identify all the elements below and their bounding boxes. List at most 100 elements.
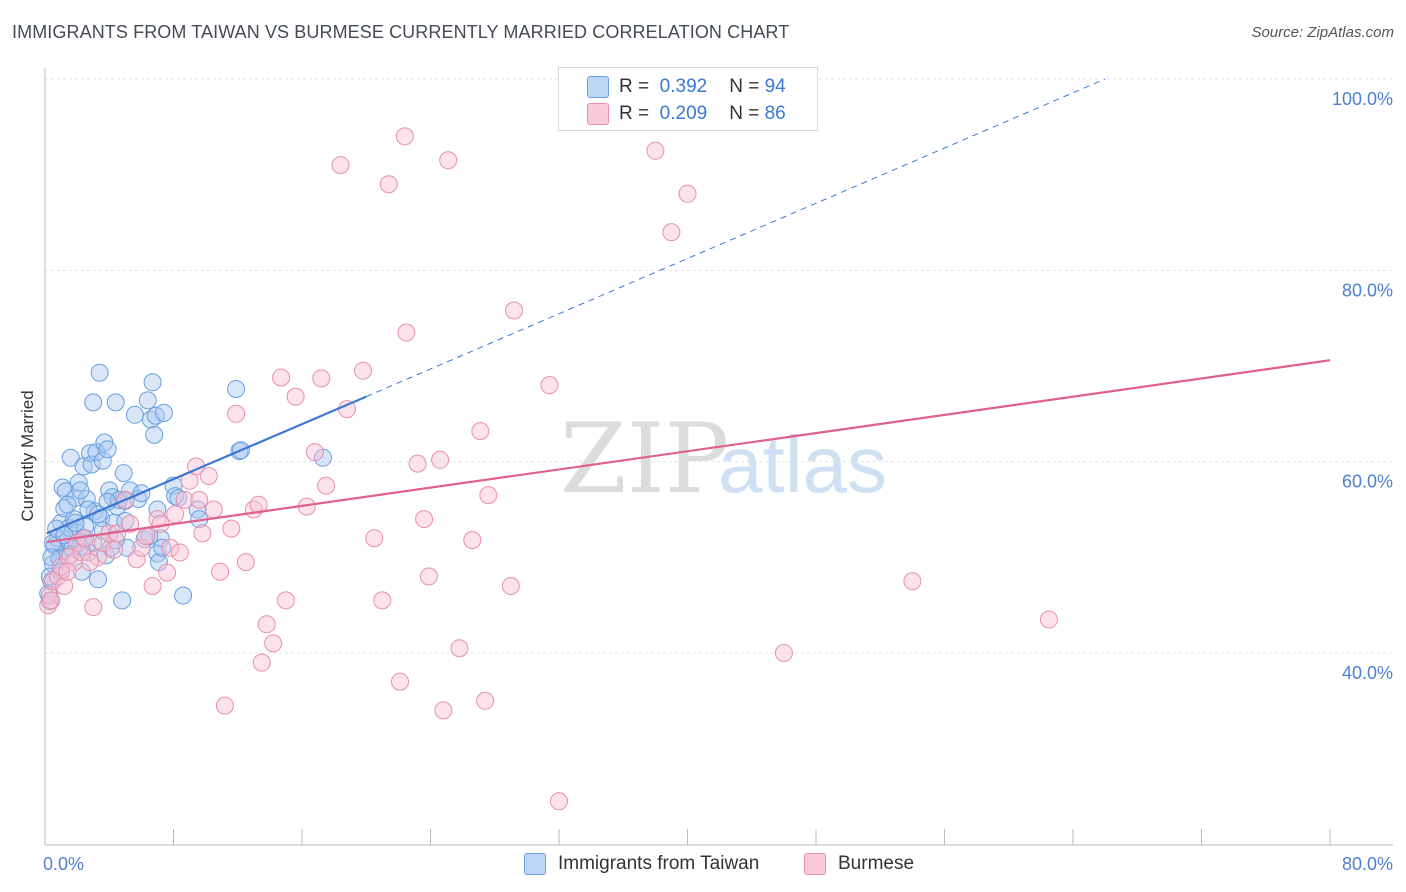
y-axis-label: Currently Married [18, 390, 37, 521]
point-burmese [540, 376, 559, 395]
point-burmese [305, 443, 324, 462]
trendline-taiwan [46, 395, 367, 535]
point-taiwan [166, 487, 185, 506]
y-tick-label-1: 80.0% [1342, 280, 1393, 300]
point-burmese [55, 577, 74, 595]
legend-n-label: N = [729, 76, 760, 97]
point-burmese [408, 454, 427, 473]
point-burmese [166, 505, 185, 524]
trendline-taiwan-extension [366, 78, 1106, 398]
bottom-legend-label-burmese: Burmese [838, 853, 915, 874]
point-burmese [774, 644, 793, 662]
point-burmese [236, 553, 255, 572]
point-taiwan [42, 548, 61, 567]
point-taiwan [61, 448, 80, 467]
point-burmese [505, 301, 523, 320]
point-burmese [161, 538, 180, 557]
point-burmese [419, 567, 438, 586]
point-burmese [211, 562, 230, 581]
point-burmese [257, 615, 276, 634]
point-burmese [365, 529, 384, 548]
point-burmese [48, 567, 67, 586]
point-burmese [264, 634, 283, 653]
point-taiwan [58, 495, 77, 514]
chart-title: IMMIGRANTS FROM TAIWAN VS BURMESE CURREN… [12, 22, 790, 42]
legend-r-label: R = [619, 76, 650, 97]
y-tick-labels: 100.0% 80.0% 60.0% 40.0% [1332, 89, 1393, 683]
point-burmese [158, 563, 177, 582]
point-burmese [249, 495, 268, 514]
point-burmese [276, 591, 295, 610]
watermark-atlas: atlas [718, 420, 887, 509]
point-burmese [646, 141, 665, 160]
point-burmese [903, 572, 922, 591]
point-taiwan [143, 373, 162, 392]
point-taiwan [93, 451, 112, 470]
point-burmese [431, 450, 450, 469]
point-burmese [204, 500, 223, 519]
bottom-legend-swatch-burmese [804, 853, 826, 875]
x-tick-label-min: 0.0% [43, 854, 84, 874]
bottom-legend-swatch-taiwan [524, 853, 546, 875]
point-taiwan [98, 440, 117, 459]
x-tick-label-max: 80.0% [1342, 854, 1393, 874]
legend-n-taiwan: 94 [764, 76, 786, 97]
point-burmese [58, 562, 77, 581]
point-burmese [215, 696, 234, 715]
point-burmese [121, 514, 140, 533]
point-burmese [127, 550, 146, 569]
point-taiwan [56, 482, 75, 501]
point-burmese [39, 596, 58, 615]
point-burmese [44, 572, 62, 591]
point-burmese [132, 538, 151, 557]
point-burmese [476, 691, 495, 710]
axes [44, 68, 1393, 846]
legend-r-taiwan: 0.392 [659, 76, 708, 97]
point-burmese [479, 486, 498, 505]
series-burmese-points [39, 127, 1058, 811]
watermark-zip: ZIP [560, 403, 729, 515]
legend-n-burmese: 86 [764, 103, 786, 124]
bottom-legend-burmese: Burmese [804, 850, 914, 878]
point-burmese [170, 543, 189, 562]
point-burmese [252, 653, 271, 672]
point-taiwan [154, 403, 173, 422]
point-taiwan [188, 500, 207, 519]
trendlines [46, 78, 1331, 544]
point-burmese [81, 553, 99, 572]
point-taiwan [106, 393, 125, 412]
point-burmese [439, 151, 458, 170]
legend: R = 0.392 N = 94 R = 0.209 N = 86 [558, 67, 818, 131]
point-burmese [397, 323, 416, 342]
point-taiwan [145, 425, 164, 444]
point-burmese [317, 476, 336, 495]
point-burmese [42, 591, 61, 610]
point-burmese [463, 531, 482, 550]
point-taiwan [148, 500, 167, 519]
point-taiwan [69, 473, 88, 492]
point-burmese [143, 577, 162, 595]
legend-swatch-taiwan [587, 76, 609, 98]
point-burmese [1039, 610, 1058, 629]
y-tick-label-2: 60.0% [1342, 472, 1393, 492]
point-burmese [379, 175, 398, 194]
source-label: Source: ZipAtlas.com [1251, 24, 1394, 41]
point-burmese [415, 510, 434, 529]
y-tick-label-0: 100.0% [1332, 89, 1393, 109]
point-burmese [391, 672, 409, 691]
point-burmese [222, 519, 241, 538]
legend-swatch-burmese [587, 103, 609, 125]
legend-r-label: R = [619, 103, 650, 124]
point-burmese [148, 510, 167, 529]
trendline-burmese [46, 359, 1331, 544]
point-taiwan [89, 570, 107, 589]
point-burmese [471, 422, 490, 441]
point-burmese [193, 524, 212, 543]
point-burmese [312, 369, 331, 388]
legend-row-burmese: R = 0.209 N = 86 [619, 102, 786, 126]
point-burmese [550, 792, 568, 811]
point-burmese [395, 127, 414, 146]
series-taiwan-points [39, 363, 332, 611]
point-taiwan [113, 591, 132, 610]
